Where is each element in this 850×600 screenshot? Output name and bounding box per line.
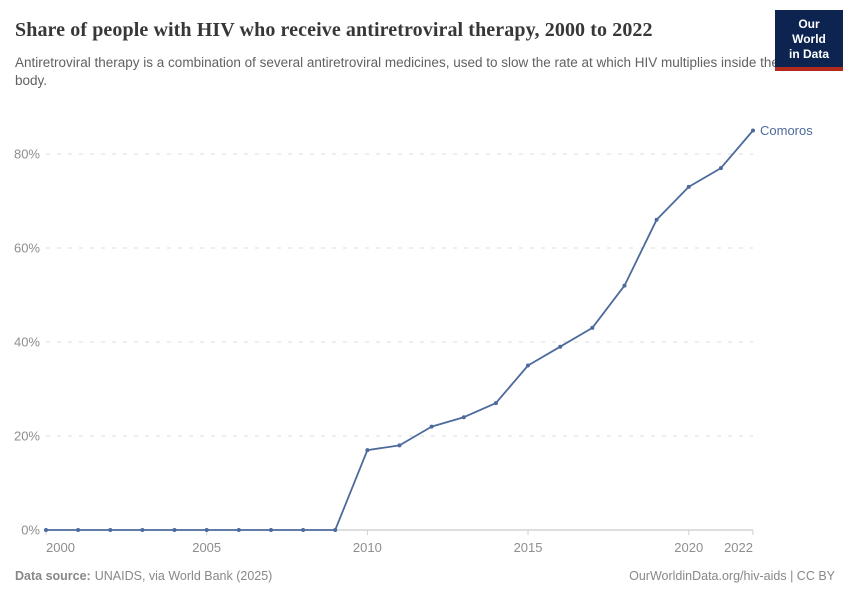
chart-point — [429, 424, 434, 429]
x-tick-label: 2005 — [192, 540, 221, 555]
chart-point — [461, 415, 466, 420]
chart-point — [590, 325, 595, 330]
x-tick-label: 2020 — [674, 540, 703, 555]
series-end-label: Comoros — [760, 123, 813, 138]
license-link[interactable]: OurWorldinData.org/hiv-aids | CC BY — [629, 569, 835, 583]
chart-point — [654, 217, 659, 222]
chart-point — [204, 528, 209, 532]
chart-point — [76, 528, 81, 532]
data-source-text: UNAIDS, via World Bank (2025) — [94, 569, 273, 583]
chart-line — [45, 129, 754, 531]
x-tick-label: 2015 — [514, 540, 543, 555]
chart-plot-area: 0% 20% 40% 60% 80% 2000 2005 2010 2015 2020 2022 Co… — [0, 120, 850, 575]
chart-point — [108, 528, 113, 532]
chart-footer: Data source: UNAIDS, via World Bank (2025… — [15, 569, 835, 583]
chart-point — [140, 528, 145, 532]
y-tick-label: 20% — [14, 429, 40, 444]
chart-point — [397, 443, 402, 448]
chart-point — [44, 528, 48, 532]
chart-point — [172, 528, 177, 532]
chart-point — [365, 448, 370, 453]
chart-point — [526, 363, 530, 368]
chart-title: Share of people with HIV who receive ant… — [15, 19, 653, 41]
owid-logo[interactable]: Our World in Data — [775, 10, 843, 71]
chart-point — [333, 528, 338, 532]
chart-point — [718, 166, 723, 171]
owid-logo-line2: in Data — [788, 47, 829, 61]
y-tick-label: 40% — [14, 335, 40, 350]
chart-point — [493, 401, 498, 406]
chart-point — [751, 128, 755, 133]
line-chart-svg: 0% 20% 40% 60% 80% 2000 2005 2010 2015 2020 2022 Co… — [14, 123, 813, 555]
chart-point — [622, 283, 627, 288]
y-tick-label: 0% — [21, 523, 40, 538]
chart-point — [558, 344, 563, 349]
x-tick-label: 2022 — [724, 540, 753, 555]
chart-point — [269, 528, 273, 532]
data-source-label: Data source: — [15, 569, 91, 583]
data-source: Data source: UNAIDS, via World Bank (2025… — [15, 569, 272, 583]
y-tick-label: 80% — [14, 147, 40, 162]
owid-logo-line1: Our World — [792, 17, 826, 46]
chart-point — [236, 528, 241, 532]
chart-point — [686, 184, 691, 189]
chart-subtitle: Antiretroviral therapy is a combination … — [15, 55, 779, 88]
y-tick-label: 60% — [14, 241, 40, 256]
chart-header: Share of people with HIV who receive ant… — [0, 0, 850, 90]
chart-point — [301, 528, 306, 532]
x-tick-label: 2000 — [46, 540, 75, 555]
x-tick-label: 2010 — [353, 540, 382, 555]
